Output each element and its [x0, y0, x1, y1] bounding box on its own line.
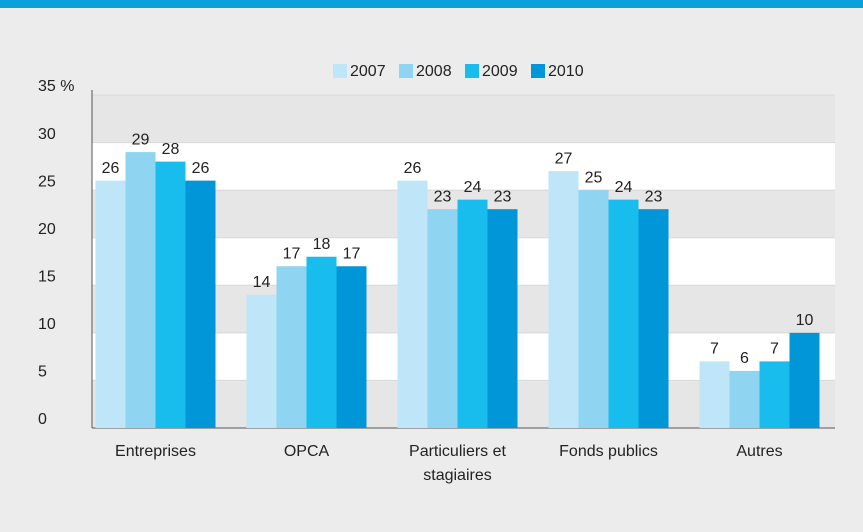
- y-tick-label: 5: [38, 364, 47, 381]
- legend-swatch: [465, 64, 479, 78]
- data-label: 17: [283, 245, 301, 262]
- data-label: 14: [253, 274, 271, 291]
- bar: [789, 332, 820, 428]
- bar: [155, 161, 186, 428]
- data-label: 24: [615, 179, 633, 196]
- bar: [397, 180, 428, 428]
- data-label: 26: [404, 160, 422, 177]
- legend-label: 2009: [482, 63, 518, 80]
- bar: [487, 209, 518, 428]
- x-tick-label: Entreprises: [115, 443, 196, 460]
- bar: [729, 370, 760, 428]
- y-tick-label: 15: [38, 269, 56, 286]
- data-label: 25: [585, 169, 603, 186]
- bar: [759, 361, 790, 428]
- y-tick-label: 25: [38, 173, 56, 190]
- x-tick-label: Fonds publics: [559, 443, 658, 460]
- bar: [95, 180, 126, 428]
- top-bar: [0, 0, 863, 8]
- y-tick-label: 0: [38, 411, 47, 428]
- bar: [578, 190, 609, 428]
- data-label: 23: [434, 188, 452, 205]
- data-label: 23: [494, 188, 512, 205]
- legend-label: 2008: [416, 63, 452, 80]
- bar: [427, 209, 458, 428]
- bar: [457, 199, 488, 428]
- y-tick-label: 30: [38, 126, 56, 143]
- bar: [306, 256, 337, 428]
- data-label: 10: [796, 312, 814, 329]
- bar: [548, 171, 579, 428]
- bar: [699, 361, 730, 428]
- bar: [608, 199, 639, 428]
- bar: [336, 266, 367, 428]
- legend-label: 2007: [350, 63, 386, 80]
- data-label: 29: [132, 131, 150, 148]
- y-tick-label: 20: [38, 221, 56, 238]
- y-tick-label: 35 %: [38, 78, 74, 95]
- data-label: 27: [555, 150, 573, 167]
- bar: [185, 180, 216, 428]
- data-label: 28: [162, 141, 180, 158]
- data-label: 17: [343, 245, 361, 262]
- data-label: 26: [192, 160, 210, 177]
- data-label: 7: [710, 341, 719, 358]
- bar: [246, 294, 277, 428]
- legend-swatch: [333, 64, 347, 78]
- y-tick-label: 10: [38, 316, 56, 333]
- x-tick-label: OPCA: [283, 443, 330, 460]
- legend-label: 2010: [548, 63, 584, 80]
- data-label: 18: [313, 236, 331, 253]
- grid-band: [92, 142, 835, 191]
- data-label: 7: [770, 341, 779, 358]
- data-label: 24: [464, 179, 482, 196]
- bar: [638, 209, 669, 428]
- data-label: 6: [740, 350, 749, 367]
- bar: [125, 152, 156, 429]
- data-label: 26: [102, 160, 120, 177]
- legend-swatch: [399, 64, 413, 78]
- data-label: 23: [645, 188, 663, 205]
- legend-swatch: [531, 64, 545, 78]
- x-tick-label: Particuliers et stagiaires: [409, 443, 506, 484]
- grid-band: [92, 95, 835, 143]
- x-tick-label: Autres: [736, 443, 783, 460]
- bar: [276, 266, 307, 428]
